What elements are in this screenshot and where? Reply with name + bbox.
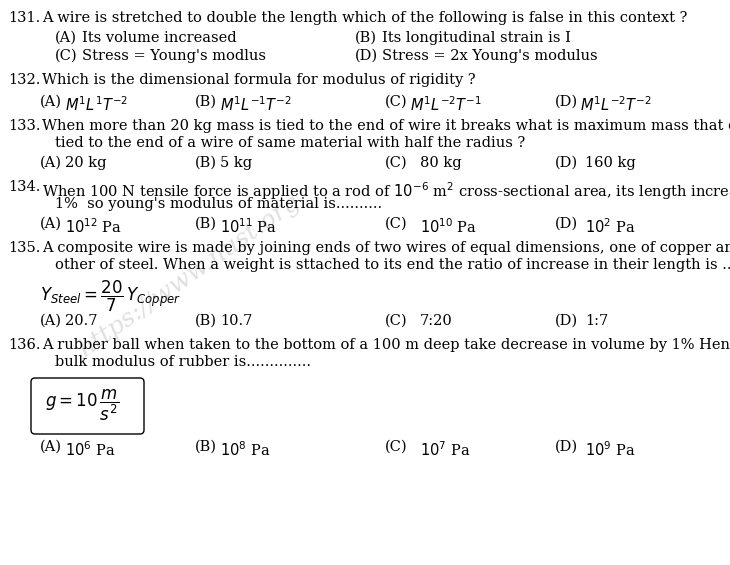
Text: $g = 10\,\dfrac{m}{s^{2}}$: $g = 10\,\dfrac{m}{s^{2}}$ (45, 388, 119, 423)
Text: (C): (C) (55, 49, 77, 63)
Text: Its volume increased: Its volume increased (82, 31, 237, 45)
Text: When more than 20 kg mass is tied to the end of wire it breaks what is maximum m: When more than 20 kg mass is tied to the… (42, 119, 730, 133)
FancyBboxPatch shape (31, 378, 144, 434)
Text: 20 kg: 20 kg (65, 156, 107, 170)
Text: (B): (B) (195, 440, 217, 454)
Text: $M^{1}L^{1}T^{-2}$: $M^{1}L^{1}T^{-2}$ (65, 95, 128, 114)
Text: 10.7: 10.7 (220, 314, 253, 328)
Text: $M^{1}L^{-2}T^{-2}$: $M^{1}L^{-2}T^{-2}$ (580, 95, 652, 114)
Text: (C): (C) (385, 95, 407, 109)
Text: $10^{9}$ Pa: $10^{9}$ Pa (585, 440, 636, 459)
Text: $10^{6}$ Pa: $10^{6}$ Pa (65, 440, 115, 459)
Text: 1%  so young's modulus of material is..........: 1% so young's modulus of material is....… (55, 197, 382, 211)
Text: A wire is stretched to double the length which of the following is false in this: A wire is stretched to double the length… (42, 11, 688, 25)
Text: (C): (C) (385, 440, 407, 454)
Text: 1:7: 1:7 (585, 314, 608, 328)
Text: 20.7: 20.7 (65, 314, 98, 328)
Text: 7:20: 7:20 (420, 314, 453, 328)
Text: (D): (D) (555, 440, 578, 454)
Text: 5 kg: 5 kg (220, 156, 252, 170)
Text: $Y_{Steel} = \dfrac{20}{7}\, Y_{Copper}$: $Y_{Steel} = \dfrac{20}{7}\, Y_{Copper}$ (40, 279, 181, 314)
Text: tied to the end of a wire of same material with half the radius ?: tied to the end of a wire of same materi… (55, 136, 526, 150)
Text: $10^{7}$ Pa: $10^{7}$ Pa (420, 440, 471, 459)
Text: Its longitudinal strain is I: Its longitudinal strain is I (382, 31, 571, 45)
Text: (B): (B) (195, 95, 217, 109)
Text: (A): (A) (40, 156, 62, 170)
Text: 135.: 135. (8, 241, 40, 255)
Text: 132.: 132. (8, 73, 40, 87)
Text: (A): (A) (55, 31, 77, 45)
Text: A rubber ball when taken to the bottom of a 100 m deep take decrease in volume b: A rubber ball when taken to the bottom o… (42, 338, 730, 352)
Text: (A): (A) (40, 314, 62, 328)
Text: https://www.nust.org: https://www.nust.org (74, 189, 305, 360)
Text: $10^{2}$ Pa: $10^{2}$ Pa (585, 217, 636, 236)
Text: (C): (C) (385, 156, 407, 170)
Text: Stress = 2x Young's modulus: Stress = 2x Young's modulus (382, 49, 598, 63)
Text: 134.: 134. (8, 180, 40, 194)
Text: 131.: 131. (8, 11, 40, 25)
Text: bulk modulus of rubber is..............: bulk modulus of rubber is.............. (55, 355, 311, 369)
Text: (D): (D) (555, 156, 578, 170)
Text: $10^{8}$ Pa: $10^{8}$ Pa (220, 440, 271, 459)
Text: 136.: 136. (8, 338, 40, 352)
Text: (C): (C) (385, 217, 407, 231)
Text: (C): (C) (385, 314, 407, 328)
Text: (A): (A) (40, 95, 62, 109)
Text: Stress = Young's modlus: Stress = Young's modlus (82, 49, 266, 63)
Text: (D): (D) (555, 95, 578, 109)
Text: (A): (A) (40, 217, 62, 231)
Text: (B): (B) (195, 217, 217, 231)
Text: $M^{1}L^{-2}T^{-1}$: $M^{1}L^{-2}T^{-1}$ (410, 95, 482, 114)
Text: $10^{11}$ Pa: $10^{11}$ Pa (220, 217, 277, 236)
Text: 133.: 133. (8, 119, 40, 133)
Text: other of steel. When a weight is sttached to its end the ratio of increase in th: other of steel. When a weight is sttache… (55, 258, 730, 272)
Text: (B): (B) (355, 31, 377, 45)
Text: $M^{1}L^{-1}T^{-2}$: $M^{1}L^{-1}T^{-2}$ (220, 95, 292, 114)
Text: 80 kg: 80 kg (420, 156, 461, 170)
Text: (D): (D) (555, 314, 578, 328)
Text: (A): (A) (40, 440, 62, 454)
Text: When 100 N tensile force is applied to a rod of $10^{-6}$ m$^{2}$ cross-sectiona: When 100 N tensile force is applied to a… (42, 180, 730, 202)
Text: A composite wire is made by joining ends of two wires of equal dimensions, one o: A composite wire is made by joining ends… (42, 241, 730, 255)
Text: $10^{10}$ Pa: $10^{10}$ Pa (420, 217, 477, 236)
Text: $10^{12}$ Pa: $10^{12}$ Pa (65, 217, 122, 236)
Text: 160 kg: 160 kg (585, 156, 636, 170)
Text: (B): (B) (195, 314, 217, 328)
Text: (D): (D) (555, 217, 578, 231)
Text: Which is the dimensional formula for modulus of rigidity ?: Which is the dimensional formula for mod… (42, 73, 476, 87)
Text: (B): (B) (195, 156, 217, 170)
Text: (D): (D) (355, 49, 378, 63)
